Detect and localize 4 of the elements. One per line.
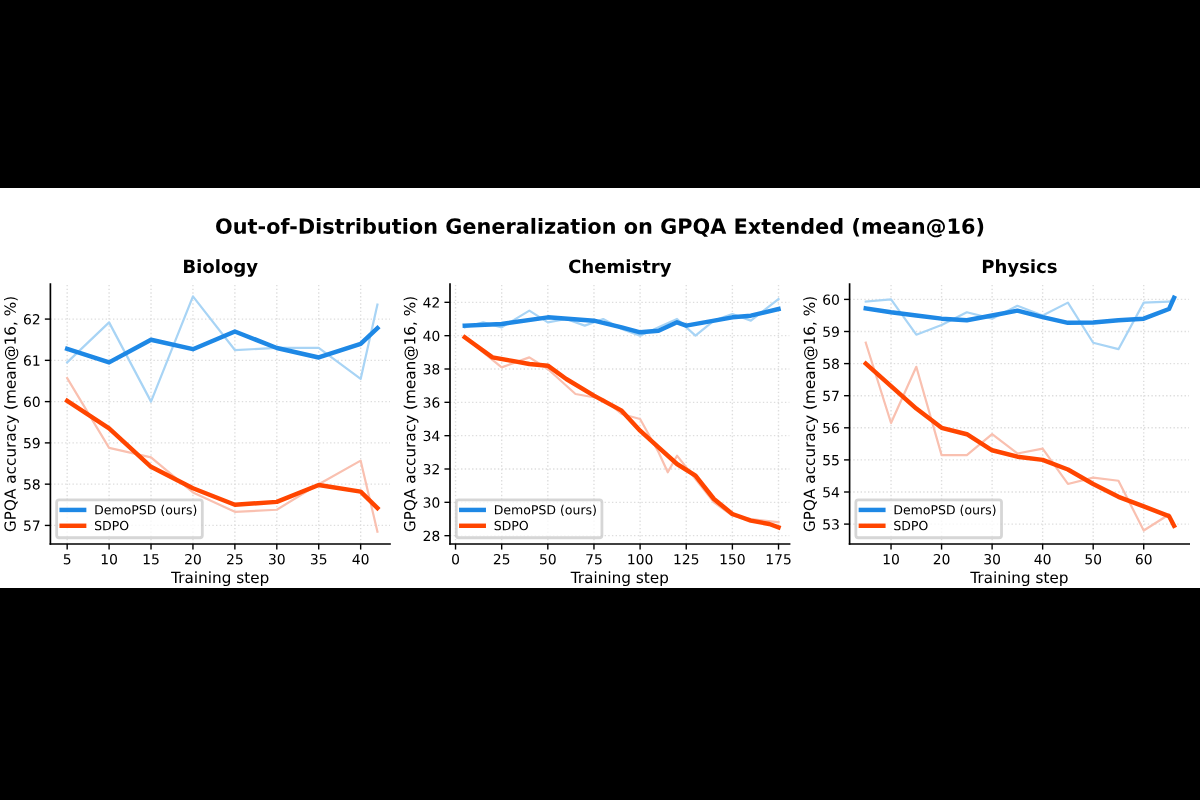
text: Out-of-Distribution Generalization on GPQA Extended (mean@16) bbox=[216, 217, 984, 238]
chart-title: Physics bbox=[982, 259, 1057, 277]
chart-title: Biology bbox=[184, 259, 258, 277]
chart-title: Chemistry bbox=[569, 259, 672, 277]
